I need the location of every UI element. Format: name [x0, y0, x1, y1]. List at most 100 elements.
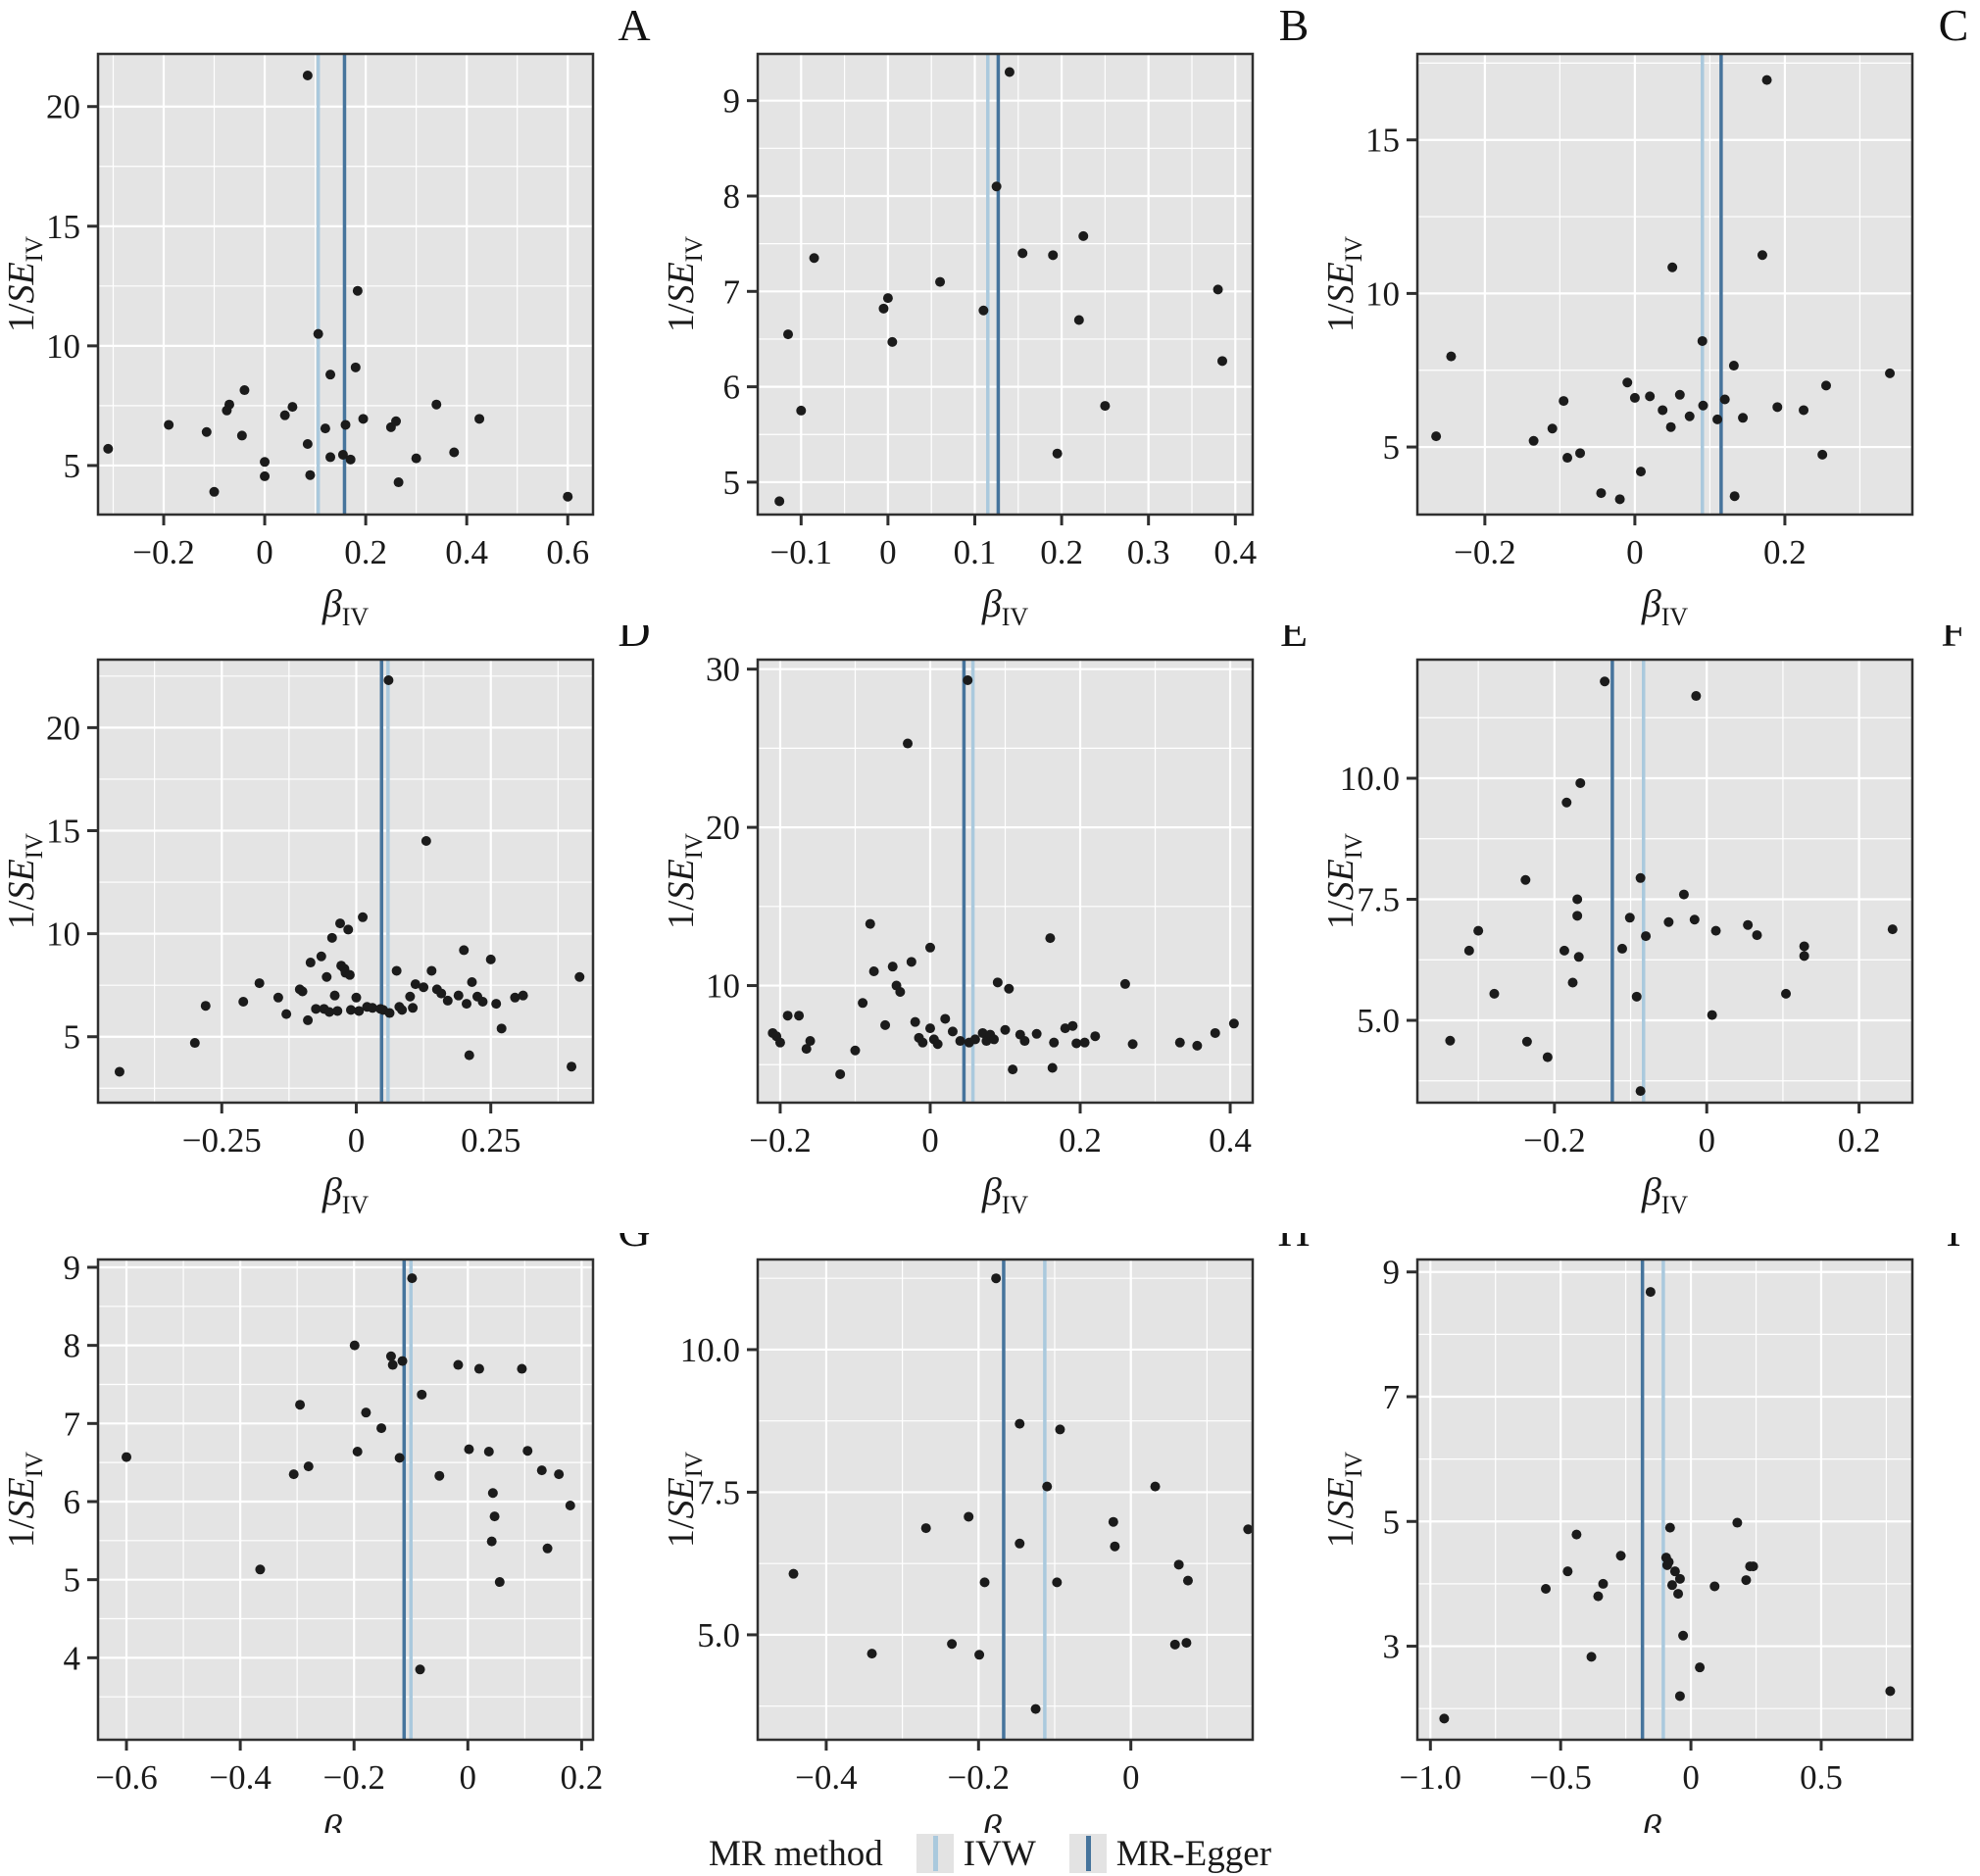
- y-tick-label: 9: [723, 82, 741, 121]
- y-tick-label: 5: [64, 1561, 81, 1600]
- data-point: [1015, 1538, 1025, 1549]
- data-point: [405, 991, 416, 1002]
- panel-d-chart: −0.25 0 0.25 5 10 15 20 βIV 1/SEIV D: [1, 625, 651, 1219]
- x-tick-label: −0.2: [1454, 533, 1516, 571]
- panel-label-g: G: [618, 1233, 650, 1256]
- data-point: [932, 1039, 943, 1050]
- data-point: [473, 1363, 484, 1374]
- x-axis-title: βIV: [322, 1806, 370, 1833]
- data-point: [164, 420, 174, 430]
- data-point: [969, 1034, 980, 1045]
- data-point: [1887, 924, 1898, 935]
- data-point: [1015, 1418, 1025, 1429]
- data-point: [1042, 1481, 1053, 1492]
- data-point: [1052, 448, 1063, 459]
- x-axis-title: βIV: [1641, 1169, 1689, 1219]
- data-point: [464, 1050, 474, 1061]
- y-axis-title: 1/SEIV: [1320, 236, 1367, 332]
- data-point: [239, 385, 250, 396]
- data-point: [522, 1446, 533, 1456]
- data-point: [260, 457, 271, 468]
- x-tick-label: 0: [921, 1121, 939, 1160]
- data-point: [1030, 1703, 1041, 1714]
- panel-label-c: C: [1939, 0, 1969, 50]
- plot-area: [98, 660, 593, 1103]
- data-point: [1439, 1713, 1450, 1724]
- data-point: [1885, 1686, 1896, 1697]
- x-tick-label: 0.6: [546, 533, 589, 571]
- data-point: [1008, 1064, 1018, 1075]
- panel-label-a: A: [618, 0, 650, 50]
- data-point: [1004, 67, 1015, 77]
- x-tick-label: −0.4: [795, 1758, 858, 1797]
- y-tick-label: 20: [706, 809, 740, 847]
- data-point: [1047, 1062, 1058, 1073]
- data-point: [992, 977, 1003, 988]
- data-point: [288, 1469, 299, 1480]
- x-axis-title: βIV: [1641, 581, 1689, 625]
- data-point: [316, 951, 326, 962]
- data-point: [1571, 1529, 1582, 1540]
- data-point: [1772, 402, 1783, 413]
- data-point: [1073, 315, 1084, 325]
- panel-g-chart: −0.6 −0.4 −0.2 0 0.2 4 5 6 7 8 9 βIV 1/SEIV G: [1, 1233, 651, 1833]
- data-point: [255, 1564, 266, 1575]
- data-point: [1127, 1039, 1138, 1050]
- data-point: [1799, 941, 1809, 952]
- data-point: [1600, 676, 1610, 687]
- data-point: [906, 957, 916, 967]
- data-point: [340, 420, 351, 430]
- y-tick-label: 7: [723, 272, 741, 311]
- data-point: [1673, 1589, 1684, 1600]
- data-point: [1707, 1010, 1717, 1020]
- mr-egger-swatch: [1068, 1834, 1107, 1873]
- data-point: [1213, 284, 1223, 295]
- data-point: [809, 253, 819, 264]
- data-point: [397, 1356, 408, 1366]
- x-tick-label: 0: [1698, 1121, 1715, 1160]
- data-point: [367, 1003, 377, 1013]
- data-point: [1173, 1559, 1184, 1570]
- data-point: [1108, 1516, 1118, 1527]
- panel-label-b: B: [1279, 0, 1310, 50]
- data-point: [989, 1034, 1000, 1045]
- data-point: [391, 416, 402, 426]
- data-point: [1674, 1691, 1685, 1702]
- data-point: [1586, 1652, 1597, 1662]
- data-point: [344, 969, 355, 980]
- data-point: [1445, 1035, 1456, 1046]
- data-point: [1182, 1575, 1193, 1586]
- data-point: [991, 181, 1002, 192]
- y-tick-label: 5.0: [697, 1616, 740, 1654]
- data-point: [335, 918, 346, 929]
- data-point: [1689, 914, 1700, 925]
- panel-border: [1415, 658, 1914, 1105]
- data-point: [1567, 977, 1578, 988]
- y-tick-label: 5: [1383, 428, 1401, 467]
- data-point: [1228, 1018, 1239, 1029]
- data-point: [1631, 991, 1642, 1002]
- data-point: [1169, 1639, 1180, 1650]
- x-tick-label: 0.2: [1059, 1121, 1102, 1160]
- y-tick-label: 5: [64, 447, 81, 485]
- data-point: [1575, 777, 1586, 788]
- x-tick-label: −0.2: [132, 533, 195, 571]
- y-tick-label: 10.0: [1340, 760, 1400, 798]
- data-point: [1431, 431, 1442, 442]
- data-point: [1697, 335, 1708, 346]
- data-point: [295, 1400, 306, 1410]
- y-axis-title: 1/SEIV: [1, 833, 48, 929]
- data-point: [320, 423, 330, 434]
- data-point: [1596, 488, 1607, 499]
- data-point: [858, 998, 868, 1009]
- data-point: [391, 965, 402, 976]
- x-tick-label: 0.2: [1838, 1121, 1881, 1160]
- data-point: [887, 962, 898, 972]
- data-point: [882, 293, 893, 304]
- y-axis-title: 1/SEIV: [661, 1452, 708, 1548]
- legend-label-mr-egger: MR-Egger: [1115, 1833, 1272, 1874]
- data-point: [442, 995, 453, 1006]
- data-point: [1663, 916, 1674, 927]
- x-tick-label: 0.4: [1209, 1121, 1252, 1160]
